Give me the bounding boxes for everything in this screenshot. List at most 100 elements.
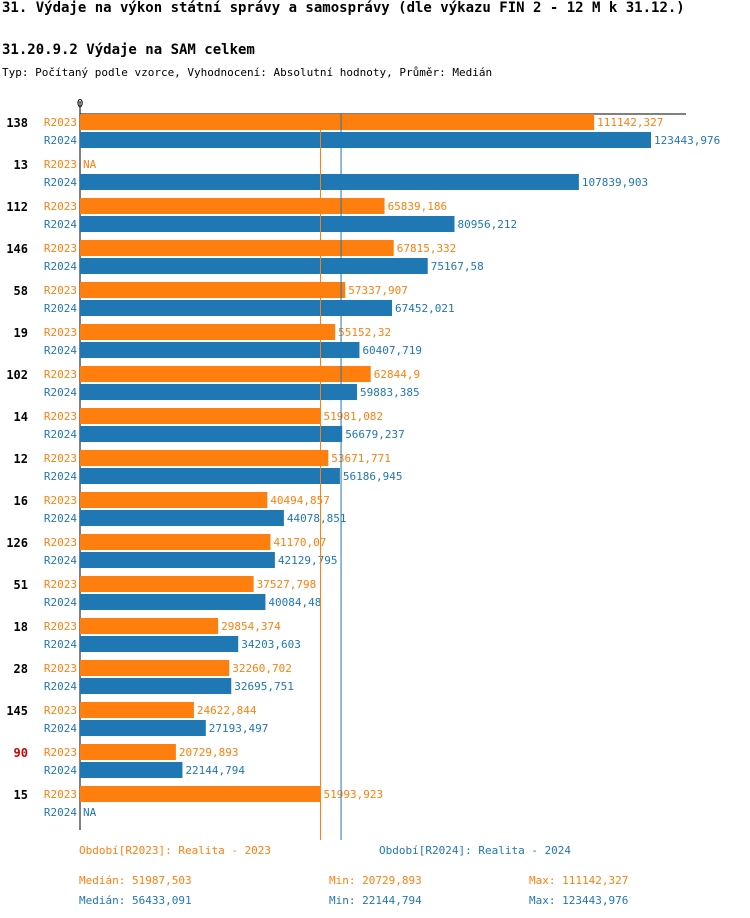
bar-value-label: 57337,907 (348, 284, 408, 297)
bar-value-label: NA (83, 806, 97, 819)
series-row-label: R2023 (44, 578, 77, 591)
bar-value-label: 44078,851 (287, 512, 347, 525)
series-row-label: R2023 (44, 368, 77, 381)
bar-r2023 (80, 492, 268, 508)
bar-r2023 (80, 114, 595, 130)
series-row-label: R2024 (44, 344, 77, 357)
bar-r2024 (80, 762, 183, 778)
chart-meta: Typ: Počítaný podle vzorce, Vyhodnocení:… (2, 66, 493, 79)
series-row-label: R2024 (44, 680, 77, 693)
bar-r2023 (80, 450, 329, 466)
series-row-label: R2024 (44, 428, 77, 441)
bar-value-label: 32695,751 (234, 680, 294, 693)
series-row-label: R2024 (44, 722, 77, 735)
legend-r2024: Období[R2024]: Realita - 2024 (379, 844, 572, 857)
series-row-label: R2023 (44, 158, 77, 171)
bar-value-label: 41170,07 (273, 536, 326, 549)
bar-r2023 (80, 534, 271, 550)
group-label: 28 (14, 662, 28, 676)
series-row-label: R2024 (44, 596, 77, 609)
chart-subtitle: 31.20.9.2 Výdaje na SAM celkem (2, 42, 255, 58)
series-row-label: R2024 (44, 554, 77, 567)
bar-value-label: 56186,945 (343, 470, 403, 483)
series-row-label: R2023 (44, 620, 77, 633)
bar-r2023 (80, 282, 346, 298)
group-label: 13 (14, 158, 28, 172)
bar-value-label: 123443,976 (654, 134, 720, 147)
bar-chart: 0138R2023111142,327R2024123443,97613R202… (6, 97, 720, 840)
series-row-label: R2024 (44, 470, 77, 483)
series-row-label: R2023 (44, 662, 77, 675)
series-row-label: R2023 (44, 746, 77, 759)
bar-r2024 (80, 720, 206, 736)
bar-value-label: 67452,021 (395, 302, 455, 315)
group-label: 12 (14, 452, 28, 466)
stat-r2024-median: Medián: 56433,091 (79, 894, 192, 907)
series-row-label: R2024 (44, 806, 77, 819)
group-label: 146 (6, 242, 28, 256)
bar-value-label: 27193,497 (209, 722, 269, 735)
series-row-label: R2024 (44, 302, 77, 315)
bar-value-label: 34203,603 (241, 638, 301, 651)
stat-r2023-max: Max: 111142,327 (529, 874, 629, 887)
series-row-label: R2024 (44, 260, 77, 273)
group-label: 18 (14, 620, 28, 634)
stat-r2024-min: Min: 22144,794 (329, 894, 422, 907)
series-row-label: R2024 (44, 386, 77, 399)
series-row-label: R2023 (44, 452, 77, 465)
bar-value-label: 32260,702 (232, 662, 292, 675)
bar-value-label: 60407,719 (362, 344, 422, 357)
bar-r2024 (80, 300, 393, 316)
bar-value-label: 55152,32 (338, 326, 391, 339)
series-row-label: R2024 (44, 512, 77, 525)
bar-value-label: 56679,237 (345, 428, 405, 441)
series-row-label: R2023 (44, 410, 77, 423)
series-row-label: R2024 (44, 176, 77, 189)
bar-value-label: 67815,332 (397, 242, 457, 255)
page-title: 31. Výdaje na výkon státní správy a samo… (2, 0, 685, 16)
group-label: 15 (14, 788, 28, 802)
bar-r2023 (80, 786, 321, 802)
bar-r2023 (80, 366, 371, 382)
group-label: 145 (6, 704, 28, 718)
bar-r2024 (80, 594, 266, 610)
bar-r2023 (80, 660, 230, 676)
bar-value-label: 53671,771 (331, 452, 391, 465)
series-row-label: R2023 (44, 494, 77, 507)
legend-r2023: Období[R2023]: Realita - 2023 (79, 844, 272, 857)
group-label: 58 (14, 284, 28, 298)
bar-r2023 (80, 576, 254, 592)
bar-r2024 (80, 510, 284, 526)
bar-r2023 (80, 324, 336, 340)
bar-r2024 (80, 678, 232, 694)
bar-r2024 (80, 636, 239, 652)
bar-r2023 (80, 408, 321, 424)
series-row-label: R2024 (44, 218, 77, 231)
bar-value-label: 37527,798 (257, 578, 317, 591)
bar-r2024 (80, 552, 275, 568)
group-label: 14 (14, 410, 28, 424)
group-label: 138 (6, 116, 28, 130)
bar-r2024 (80, 384, 358, 400)
bar-r2024 (80, 468, 340, 484)
series-row-label: R2023 (44, 200, 77, 213)
series-row-label: R2023 (44, 704, 77, 717)
bar-value-label: 20729,893 (179, 746, 239, 759)
bar-value-label: 29854,374 (221, 620, 281, 633)
series-row-label: R2023 (44, 326, 77, 339)
bar-r2024 (80, 258, 428, 274)
bar-value-label: 65839,186 (388, 200, 448, 213)
series-row-label: R2023 (44, 242, 77, 255)
stat-r2024-max: Max: 123443,976 (529, 894, 629, 907)
series-row-label: R2024 (44, 134, 77, 147)
series-row-label: R2023 (44, 536, 77, 549)
bar-r2024 (80, 174, 579, 190)
series-row-label: R2024 (44, 764, 77, 777)
bar-value-label: 59883,385 (360, 386, 420, 399)
stat-r2023-median: Medián: 51987,503 (79, 874, 192, 887)
group-label: 90 (14, 746, 28, 760)
bar-r2023 (80, 198, 385, 214)
bar-r2023 (80, 618, 219, 634)
bar-value-label: 111142,327 (597, 116, 663, 129)
bar-value-label: NA (83, 158, 97, 171)
